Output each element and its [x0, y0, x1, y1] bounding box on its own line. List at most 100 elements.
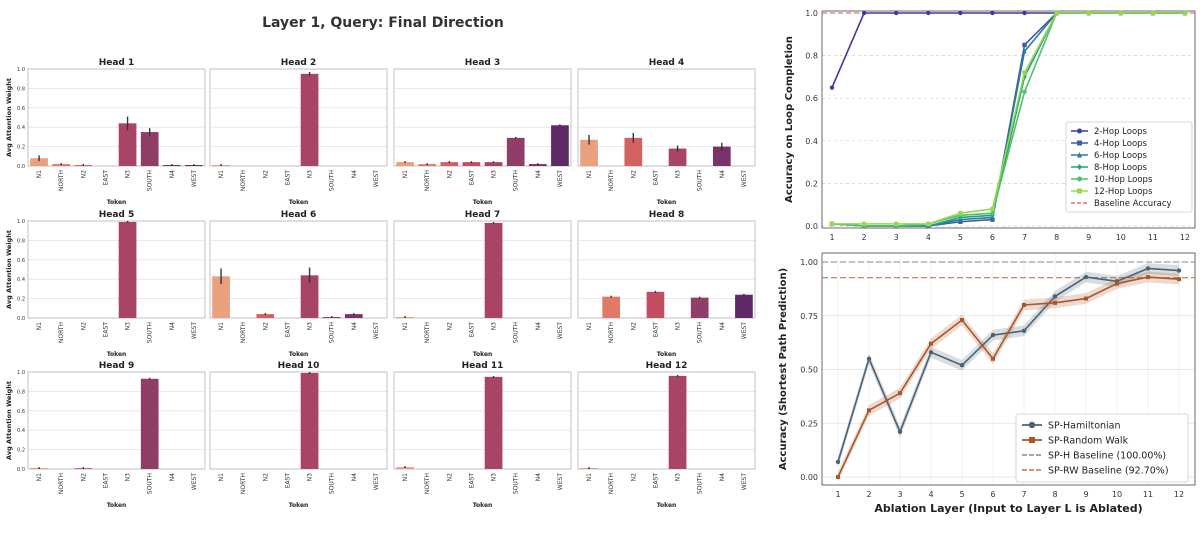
bar — [602, 296, 621, 318]
x-axis-label: Token — [107, 199, 127, 206]
x-tick-label: N3 — [307, 322, 314, 330]
panel-title: Head 4 — [649, 58, 685, 68]
x-tick-label: N1 — [218, 473, 225, 481]
x-tick-label: N2 — [630, 473, 637, 481]
x-tick-label: EAST — [284, 473, 291, 489]
x-tick-label: N3 — [307, 170, 314, 178]
x-tick-label: EAST — [652, 170, 659, 186]
x-tick-label: WEST — [557, 473, 564, 491]
x-tick-label: SOUTH — [697, 170, 704, 191]
data-point — [835, 459, 841, 465]
data-point — [1077, 164, 1082, 170]
y-tick-label: 0.0 — [17, 164, 25, 170]
panel-frame — [577, 220, 756, 319]
x-tick-label: WEST — [557, 322, 564, 340]
x-tick-label: SOUTH — [147, 170, 154, 191]
y-tick-label: 0.8 — [17, 389, 25, 395]
x-tick-label: N3 — [675, 170, 682, 178]
x-tick-label: WEST — [741, 170, 748, 188]
x-tick-label: N3 — [125, 322, 132, 330]
bar — [551, 125, 569, 166]
panel-frame — [27, 371, 206, 470]
y-tick-label: 1.0 — [17, 67, 25, 73]
x-tick-label: N3 — [675, 322, 682, 330]
bar — [256, 314, 275, 318]
data-point — [1022, 89, 1027, 95]
x-tick-label: N1 — [402, 170, 409, 178]
x-tick-label: N4 — [169, 170, 176, 178]
y-axis-label: Avg Attention Weight — [5, 381, 13, 460]
panel-frame — [209, 68, 388, 167]
series-line — [832, 12, 1185, 225]
legend-label: 12-Hop Loops — [1094, 187, 1153, 197]
y-tick-label: 0.25 — [800, 419, 818, 428]
x-tick-label: N3 — [491, 322, 498, 330]
y-tick-label: 0.4 — [17, 125, 25, 131]
head-panel: Head 2 N1 NORTH N2 EAST N3 SOUTH N4 WEST Token — [209, 58, 388, 206]
x-tick-label: N2 — [446, 322, 453, 330]
x-tick-label: NORTH — [424, 473, 431, 494]
panel-title: Head 5 — [99, 210, 135, 220]
x-tick-label: N3 — [675, 473, 682, 481]
x-tick-label: EAST — [468, 473, 475, 489]
data-point — [990, 211, 995, 216]
x-tick-label: SOUTH — [513, 473, 520, 494]
x-tick-label: N4 — [351, 322, 358, 330]
y-axis-label: Accuracy on Loop Completion — [784, 36, 795, 203]
x-tick-label: N1 — [36, 473, 43, 481]
x-tick-label: N4 — [169, 473, 176, 481]
panel-title: Head 8 — [649, 210, 685, 220]
bar — [668, 375, 687, 469]
x-axis-label: Token — [289, 199, 309, 206]
bar — [668, 148, 687, 166]
head-panel: Head 9 0.0 0.2 0.4 0.6 0.8 1.0 Avg Attention We… — [5, 361, 206, 509]
attention-heads-figure: Layer 1, Query: Final Direction Head 1 0.… — [5, 15, 756, 509]
y-tick-label: 0.75 — [800, 312, 818, 321]
data-point — [1077, 152, 1082, 158]
x-tick-label: N4 — [719, 322, 726, 330]
y-tick-label: 0.2 — [17, 448, 25, 454]
bar — [118, 221, 137, 318]
panel-title: Head 10 — [278, 361, 320, 371]
legend-label: SP-RW Baseline (92.70%) — [1048, 466, 1169, 477]
x-tick-label: NORTH — [58, 170, 65, 191]
x-tick-label: EAST — [652, 473, 659, 489]
x-tick-label: N4 — [719, 473, 726, 481]
panel-frame — [27, 220, 206, 319]
legend-label: SP-Random Walk — [1048, 436, 1129, 447]
x-tick-label: 2 — [866, 490, 871, 499]
x-tick-label: SOUTH — [513, 170, 520, 191]
bar — [300, 275, 319, 318]
legend-label: SP-Hamiltonian — [1048, 421, 1121, 432]
head-panel: Head 1 0.0 0.2 0.4 0.6 0.8 1.0 Avg Attention We… — [5, 58, 206, 206]
data-point — [1083, 274, 1089, 280]
bar — [484, 222, 503, 318]
y-tick-label: 0.8 — [17, 86, 25, 92]
loop-chart: 0.00.20.40.60.81.01 2 3 4 5 6 7 8 9 10 11 12Accurac… — [784, 9, 1196, 242]
x-tick-label: N4 — [535, 473, 542, 481]
head-panel: Head 7 N1 NORTH N2 EAST N3 SOUTH N4 WEST Token — [393, 210, 572, 358]
panel-frame — [393, 68, 572, 167]
legend-label: Baseline Accuracy — [1094, 199, 1172, 209]
data-point — [1176, 268, 1182, 273]
x-tick-label: N4 — [169, 322, 176, 330]
data-point — [1021, 328, 1027, 333]
y-tick-label: 0.2 — [17, 145, 25, 151]
x-tick-label: 6 — [990, 490, 995, 499]
bar — [344, 314, 363, 318]
y-tick-label: 0.6 — [805, 94, 818, 103]
x-tick-label: SOUTH — [513, 322, 520, 343]
x-tick-label: N2 — [262, 170, 269, 178]
x-tick-label: N1 — [36, 170, 43, 178]
x-tick-label: SOUTH — [329, 473, 336, 494]
figure-suptitle: Layer 1, Query: Final Direction — [262, 15, 504, 31]
data-point — [829, 221, 835, 227]
x-tick-label: 7 — [1022, 233, 1027, 242]
data-point — [893, 221, 899, 227]
x-tick-label: 7 — [1021, 490, 1026, 499]
bar — [735, 294, 753, 318]
head-panel: Head 12 N1 NORTH N2 EAST N3 SOUTH N4 WEST Token — [577, 361, 756, 509]
data-point — [926, 221, 931, 227]
plot-frame — [821, 252, 1196, 486]
x-axis-label: Token — [657, 199, 677, 206]
